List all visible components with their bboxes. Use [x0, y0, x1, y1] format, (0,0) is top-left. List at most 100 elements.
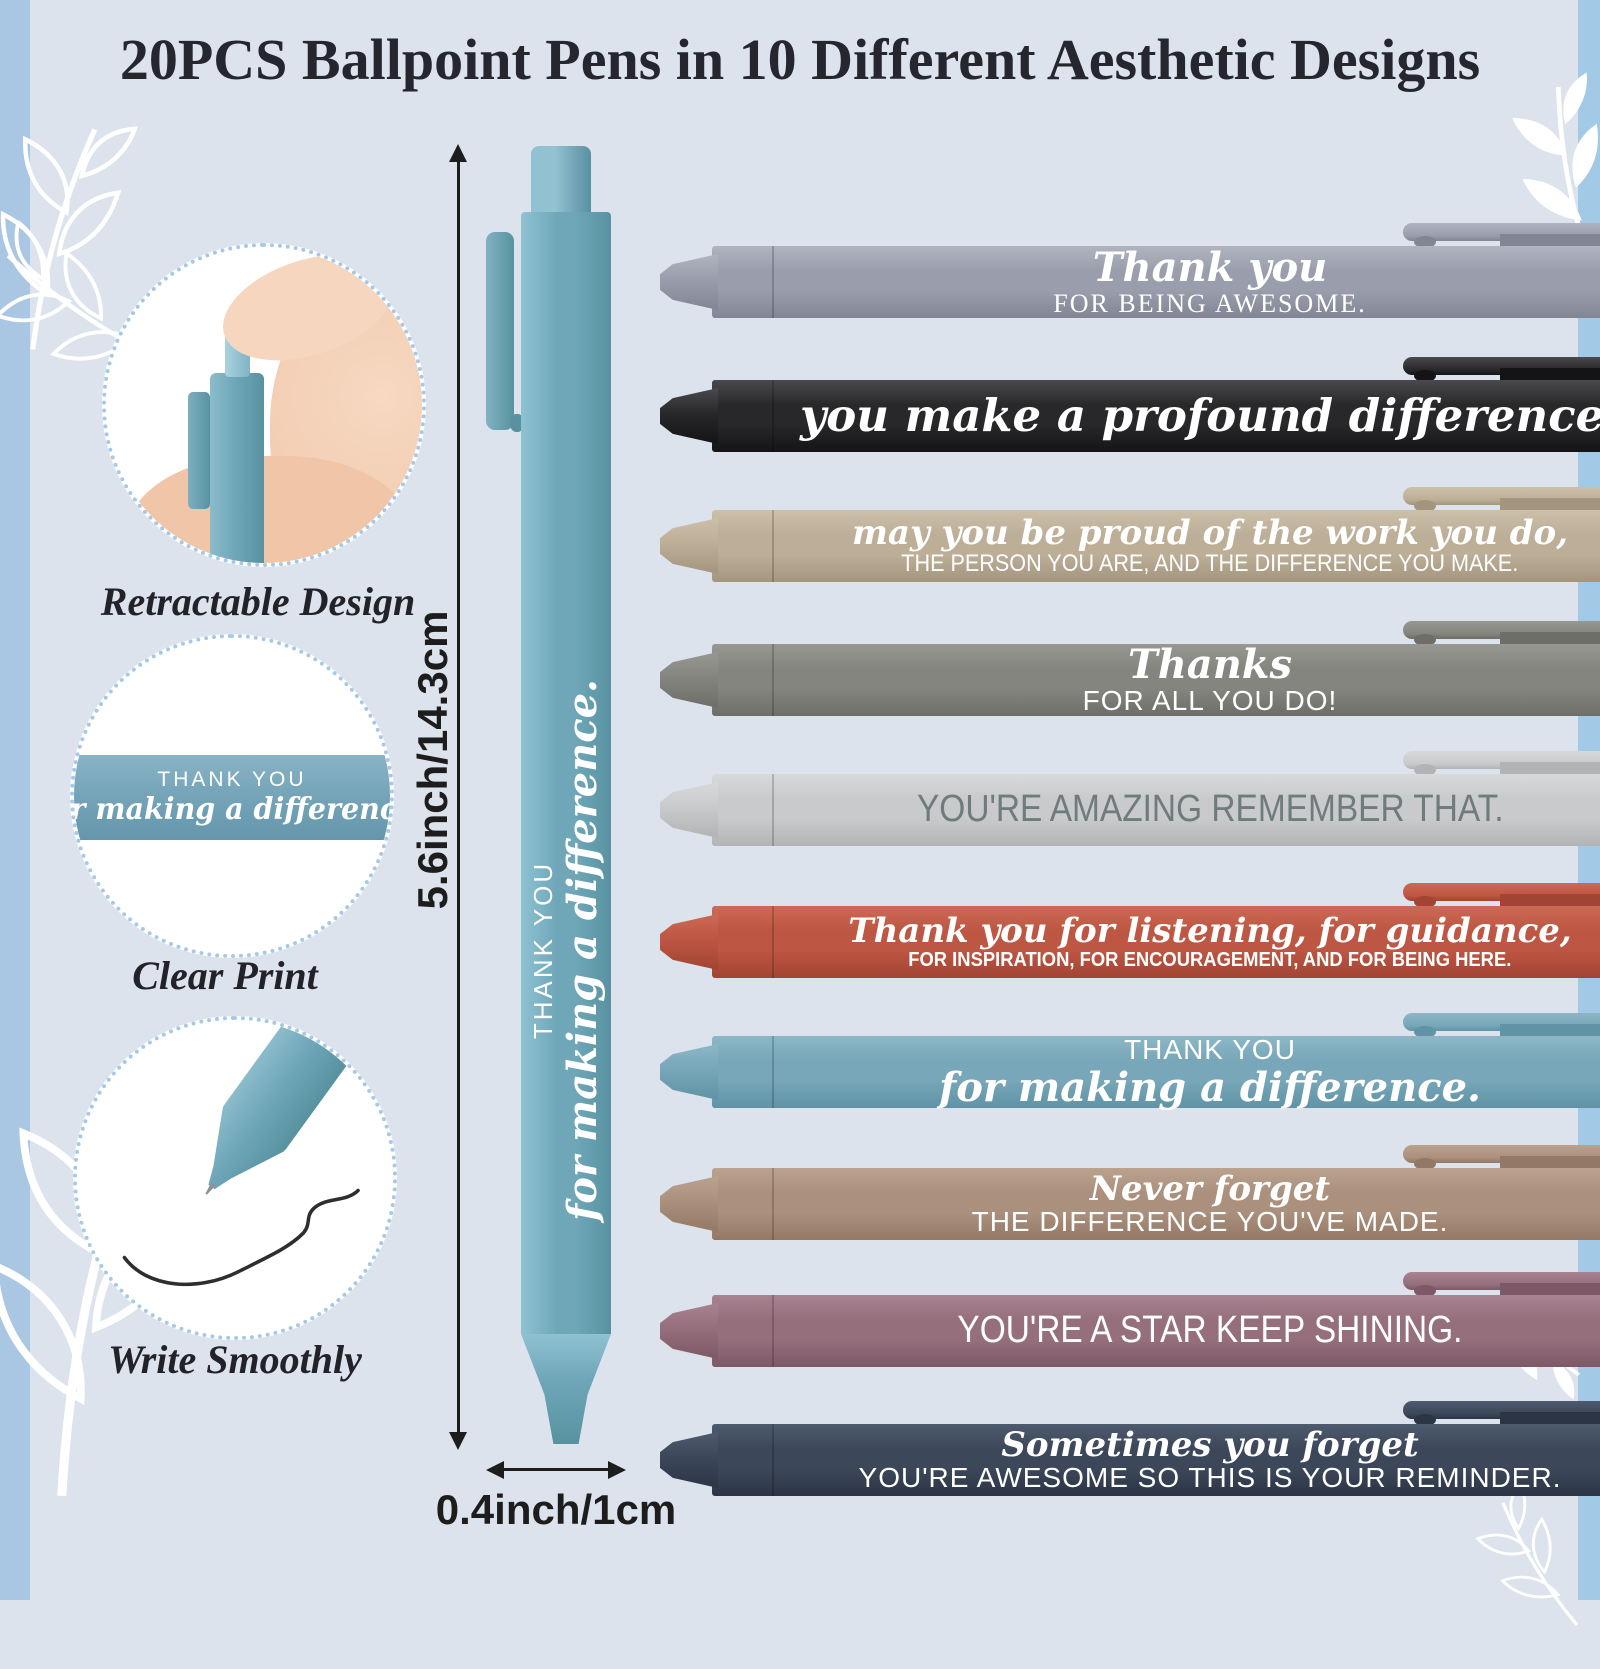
pen-quote-line1: YOU'RE A STAR KEEP SHINING. — [957, 1309, 1463, 1352]
pen-quote: you make a profound difference. — [800, 380, 1600, 452]
pen-quote-line1: Thank you — [1092, 244, 1328, 292]
pen-seam — [772, 510, 774, 582]
pen-quote-line1: Never forget — [1089, 1168, 1331, 1209]
main-pen-clip-nub — [510, 414, 524, 432]
pen-quote-line2: FOR INSPIRATION, FOR ENCOURAGEMENT, AND … — [908, 948, 1512, 971]
pen-clip-nub — [1414, 896, 1436, 908]
pen-quote-line1: you make a profound difference. — [800, 388, 1600, 442]
pen-seam — [772, 906, 774, 978]
printed-band: THANK YOU for making a difference. — [70, 754, 390, 841]
main-pen-quote-line1: THANK YOU — [528, 860, 558, 1040]
pen-quote-line2: THE DIFFERENCE YOU'VE MADE. — [971, 1206, 1449, 1238]
length-dimension-label: 5.6inch/14.3cm — [409, 610, 456, 910]
pen-seam — [772, 1424, 774, 1496]
pen-quote: may you be proud of the work you do, THE… — [852, 510, 1568, 582]
pen-quote-line1: THANK YOU — [1124, 1034, 1296, 1066]
pen-seam — [772, 1168, 774, 1240]
pen-quote: Thanks FOR ALL YOU DO! — [890, 641, 1530, 717]
pen-seam — [772, 1295, 774, 1367]
pen-row-navy: Sometimes you forget YOU'RE AWESOME SO T… — [660, 1398, 1600, 1522]
feature-circle-write-smoothly — [73, 1016, 397, 1340]
pen-clip-nub — [1414, 236, 1436, 248]
pen-barrel — [712, 774, 1600, 846]
feature-label-write-smoothly: Write Smoothly — [108, 1337, 362, 1382]
pen-clip-nub — [1414, 764, 1436, 776]
pen-barrel — [712, 1036, 1600, 1108]
pen-clip-nub — [1414, 370, 1436, 382]
pen-quote-line1: Thanks — [1127, 641, 1293, 689]
pen-quote-line2: THE PERSON YOU ARE, AND THE DIFFERENCE Y… — [901, 550, 1519, 578]
main-pen-clip — [486, 232, 514, 430]
pen-quote-line1: may you be proud of the work you do, — [851, 512, 1569, 553]
pen-barrel — [712, 380, 1600, 452]
pen-quote-line2: FOR ALL YOU DO! — [1082, 685, 1338, 717]
main-pen-quote-line2: for making a difference. — [559, 679, 606, 1221]
pen-clip-nub — [1414, 1158, 1436, 1170]
pen-tip-cone — [660, 1044, 718, 1100]
main-pen-tip — [521, 1334, 611, 1444]
pen-tip-cone — [660, 254, 718, 310]
pen-quote: Thank you FOR BEING AWESOME. — [890, 246, 1530, 318]
pen-quote: Thank you for listening, for guidance, F… — [848, 906, 1571, 978]
hand-fingers — [124, 455, 416, 563]
pen-tip-cone — [660, 652, 718, 708]
pen-barrel — [712, 906, 1600, 978]
pen-quote-line2: FOR BEING AWESOME. — [1053, 288, 1367, 318]
pen-quote-line1: YOU'RE AMAZING REMEMBER THAT. — [916, 788, 1504, 831]
pen-row-rust: Thank you for listening, for guidance, F… — [660, 880, 1600, 1004]
feature-label-clear-print: Clear Print — [132, 953, 318, 998]
pen-clip-nub — [1414, 500, 1436, 512]
width-dimension-label: 0.4inch/1cm — [435, 1486, 677, 1533]
width-dimension-line — [500, 1468, 612, 1471]
pen-barrel — [712, 510, 1600, 582]
pen-tip-cone — [660, 914, 718, 970]
pen-tip-cone — [660, 518, 718, 574]
pen-seam — [772, 380, 774, 452]
pen-seam — [772, 644, 774, 716]
pen-row-gray-blue: Thank you FOR BEING AWESOME. — [660, 220, 1600, 344]
pen-barrel — [712, 1168, 1600, 1240]
pen-seam — [772, 1036, 774, 1108]
pen-tip-cone — [660, 782, 718, 838]
feature-circle-clear-print: THANK YOU for making a difference. — [70, 634, 394, 958]
pen-row-gray: Thanks FOR ALL YOU DO! — [660, 618, 1600, 742]
pen-quote-line1: Sometimes you forget — [1001, 1424, 1419, 1465]
feature-circle-retractable — [102, 243, 426, 567]
pen-clip-illustration — [188, 392, 211, 510]
main-pen-barrel — [521, 212, 611, 1334]
pen-clip-nub — [1414, 1285, 1436, 1297]
pen-quote-line2: YOU'RE AWESOME SO THIS IS YOUR REMINDER. — [858, 1462, 1562, 1494]
pen-quote: Never forget THE DIFFERENCE YOU'VE MADE. — [890, 1168, 1530, 1240]
pen-tip-cone — [660, 388, 718, 444]
band-line2: for making a difference. — [70, 792, 390, 828]
pen-body-illustration — [210, 373, 264, 563]
pen-seam — [772, 774, 774, 846]
pen-barrel — [712, 644, 1600, 716]
main-pen-plunger — [531, 146, 591, 218]
pen-row-taupe: Never forget THE DIFFERENCE YOU'VE MADE. — [660, 1142, 1600, 1266]
length-dimension-line — [457, 160, 460, 1434]
pen-quote-line1: Thank you for listening, for guidance, — [848, 910, 1572, 951]
arrow-down-icon — [449, 1432, 467, 1450]
arrow-up-icon — [449, 144, 467, 162]
pen-quote: YOU'RE AMAZING REMEMBER THAT. — [890, 774, 1530, 846]
page-title: 20PCS Ballpoint Pens in 10 Different Aes… — [119, 27, 1481, 92]
pen-barrel — [712, 246, 1600, 318]
pen-quote: YOU'RE A STAR KEEP SHINING. — [890, 1295, 1530, 1367]
pen-seam — [772, 246, 774, 318]
pen-barrel — [712, 1295, 1600, 1367]
main-pen-quote: THANK YOU for making a difference. — [528, 679, 606, 1221]
ink-squiggle — [122, 1188, 360, 1287]
pen-row-tan: may you be proud of the work you do, THE… — [660, 484, 1600, 608]
pen-row-black: you make a profound difference. — [660, 354, 1600, 478]
pen-clip-nub — [1414, 1026, 1436, 1038]
arrow-right-icon — [608, 1460, 626, 1479]
pen-quote-line2: for making a difference. — [939, 1063, 1481, 1111]
pen-row-silver: YOU'RE AMAZING REMEMBER THAT. — [660, 748, 1600, 872]
pen-clip-nub — [1414, 634, 1436, 646]
pen-row-steel-blue: THANK YOU for making a difference. — [660, 1010, 1600, 1134]
pen-barrel — [712, 1424, 1600, 1496]
pen-quote: THANK YOU for making a difference. — [890, 1034, 1530, 1111]
pen-tip-cone — [660, 1176, 718, 1232]
